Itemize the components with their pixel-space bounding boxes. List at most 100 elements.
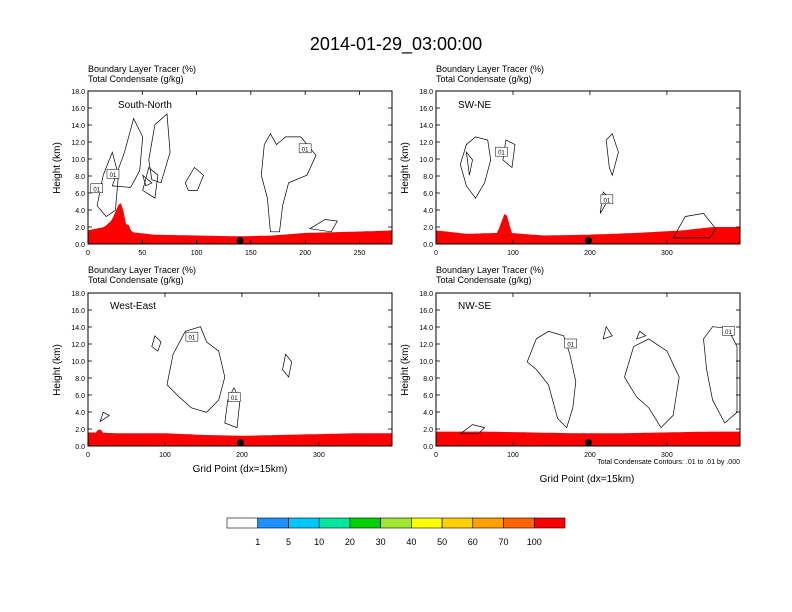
x-axis-label: Grid Point (dx=15km) — [540, 474, 635, 485]
contour-label: 01 — [189, 336, 196, 342]
colorbar-swatch — [472, 517, 504, 529]
panel-south-north: Boundary Layer Tracer (%) Total Condensa… — [52, 64, 393, 257]
condensate-contour — [605, 133, 619, 177]
panel-nw-se: Boundary Layer Tracer (%) Total Condensa… — [400, 265, 741, 485]
condensate-contour — [111, 117, 144, 188]
contour-label-box — [185, 331, 199, 342]
y-tick-label: 4.0 — [75, 410, 85, 417]
x-tick-label: 300 — [661, 250, 673, 257]
y-tick-label: 2.0 — [75, 225, 85, 232]
condensate-contour — [282, 353, 293, 378]
condensate-contour — [151, 335, 162, 352]
contour-info-note: Total Condensate Contours: .01 to .01 by… — [597, 459, 740, 466]
y-tick-label: 18.0 — [71, 291, 85, 298]
colorbar-label: 50 — [437, 537, 447, 547]
y-axis-label: Height (km) — [52, 142, 63, 194]
y-tick-label: 8.0 — [75, 376, 85, 383]
plot-clip-group — [88, 326, 392, 446]
x-tick-label: 200 — [299, 250, 311, 257]
condensate-contour — [184, 166, 204, 191]
panel-field-label: Boundary Layer Tracer (%) — [88, 265, 196, 275]
y-tick-label: 8.0 — [423, 376, 433, 383]
condensate-contour — [166, 326, 226, 413]
plot-clip-group — [436, 325, 740, 446]
panel-contour-label: Total Condensate (g/kg) — [436, 275, 532, 285]
x-tick-label: 250 — [354, 250, 366, 257]
panel-title: NW-SE — [458, 301, 491, 312]
y-axis-label: Height (km) — [52, 344, 63, 396]
x-axis-label: Grid Point (dx=15km) — [193, 464, 288, 475]
panel-contour-label: Total Condensate (g/kg) — [88, 275, 184, 285]
colorbar-swatch — [349, 517, 381, 529]
y-tick-label: 10.0 — [419, 359, 433, 366]
colorbar-swatch — [318, 517, 351, 529]
x-tick-label: 50 — [138, 250, 146, 257]
y-tick-label: 4.0 — [423, 208, 433, 215]
contour-label-box — [495, 146, 508, 157]
panel-field-label: Boundary Layer Tracer (%) — [436, 265, 544, 275]
panel-contour-label: Total Condensate (g/kg) — [436, 74, 532, 84]
x-tick-label: 200 — [584, 452, 596, 459]
panel-field-label: Boundary Layer Tracer (%) — [88, 64, 196, 74]
y-tick-label: 12.0 — [71, 140, 85, 147]
contour-label-box — [106, 169, 120, 179]
contour-label: 01 — [231, 396, 238, 402]
y-tick-label: 0.0 — [75, 444, 85, 451]
panel-field-label: Boundary Layer Tracer (%) — [436, 64, 544, 74]
condensate-contour — [142, 174, 153, 187]
plot-clip-group — [436, 133, 740, 244]
x-tick-label: 300 — [661, 452, 673, 459]
y-tick-label: 14.0 — [71, 123, 85, 130]
condensate-contour — [148, 113, 171, 184]
contour-label: 01 — [498, 151, 505, 157]
x-tick-label: 0 — [434, 250, 438, 257]
y-tick-label: 6.0 — [423, 191, 433, 198]
colorbar-swatch — [503, 517, 535, 529]
contour-label-box — [600, 194, 614, 205]
colorbar: 1 5 10 20 30 40 50 60 70 100 — [226, 517, 566, 547]
y-tick-label: 2.0 — [423, 427, 433, 434]
condensate-contour — [703, 326, 738, 424]
x-tick-label: 100 — [191, 250, 203, 257]
panel-contour-label: Total Condensate (g/kg) — [88, 74, 184, 84]
contour-label-box — [564, 338, 577, 349]
tracer-band — [88, 203, 392, 244]
condensate-contour — [459, 136, 492, 199]
y-tick-label: 8.0 — [423, 174, 433, 181]
condensate-contour — [465, 150, 473, 176]
location-marker — [236, 237, 244, 245]
y-tick-label: 4.0 — [423, 410, 433, 417]
plot-frame — [87, 292, 393, 447]
contour-label: 01 — [302, 147, 309, 153]
y-tick-label: 14.0 — [419, 123, 433, 130]
colorbar-label: 40 — [406, 537, 416, 547]
x-tick-label: 100 — [507, 250, 519, 257]
contour-label: 01 — [567, 343, 574, 349]
y-tick-label: 12.0 — [419, 342, 433, 349]
y-tick-label: 8.0 — [75, 174, 85, 181]
colorbar-swatch — [380, 517, 412, 529]
panel-sw-ne: Boundary Layer Tracer (%) Total Condensa… — [400, 64, 741, 257]
location-marker — [584, 237, 592, 245]
contour-label-box — [90, 183, 103, 193]
colorbar-label: 70 — [499, 537, 509, 547]
y-tick-label: 6.0 — [75, 393, 85, 400]
y-tick-label: 16.0 — [419, 308, 433, 315]
location-marker — [584, 439, 592, 447]
condensate-contour — [142, 166, 159, 199]
y-tick-label: 18.0 — [419, 291, 433, 298]
y-tick-label: 16.0 — [71, 106, 85, 113]
condensate-contour — [99, 411, 110, 423]
x-tick-label: 300 — [313, 452, 325, 459]
colorbar-label: 10 — [314, 537, 324, 547]
condensate-contour — [624, 338, 680, 429]
colorbar-swatch — [288, 517, 320, 529]
y-tick-label: 0.0 — [423, 242, 433, 249]
panel-west-east: Boundary Layer Tracer (%) Total Condensa… — [52, 265, 393, 475]
y-tick-label: 14.0 — [71, 325, 85, 332]
plot-area: 01 01 0.0 2.0 4.0 6.0 8.0 10.0 12.0 14.0 16.0 18.0 0… — [419, 291, 741, 459]
y-tick-label: 10.0 — [419, 157, 433, 164]
y-tick-label: 18.0 — [71, 89, 85, 96]
colorbar-label: 60 — [468, 537, 478, 547]
location-marker — [236, 439, 244, 447]
